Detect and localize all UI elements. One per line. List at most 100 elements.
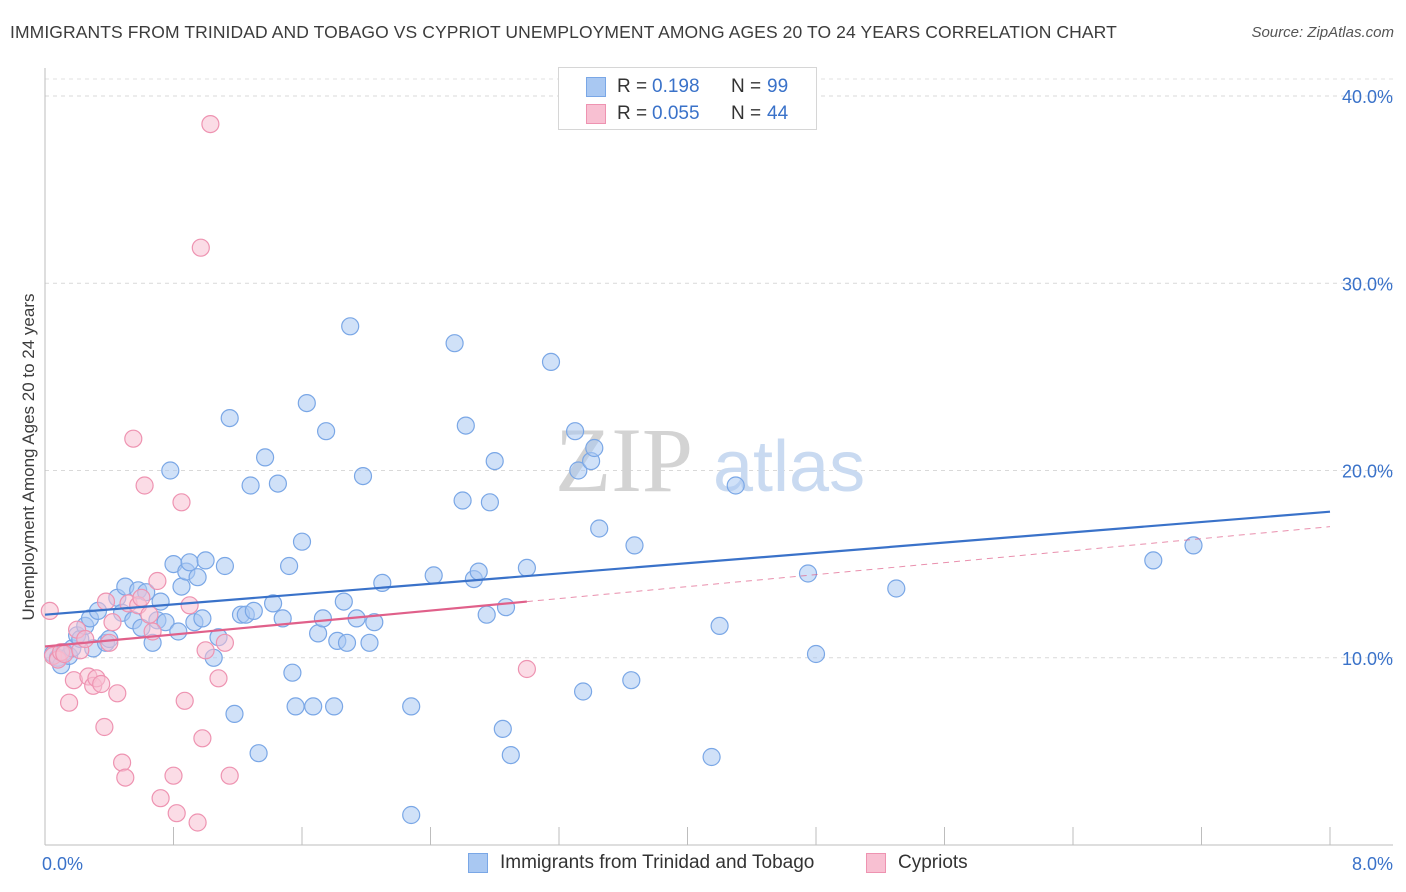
- data-point-trinidad: [169, 622, 188, 641]
- data-point-trinidad: [573, 682, 593, 701]
- n-value: 44: [767, 103, 789, 124]
- legend-swatch-trinidad: [586, 77, 606, 97]
- data-point-trinidad: [480, 493, 499, 512]
- data-point-cypriots: [55, 644, 74, 664]
- x-tick-label: 8.0%: [1352, 854, 1393, 874]
- data-point-cypriots: [180, 596, 199, 615]
- data-point-trinidad: [1184, 536, 1203, 555]
- data-point-trinidad: [220, 409, 239, 428]
- data-point-cypriots: [172, 493, 191, 512]
- data-point-trinidad: [283, 663, 302, 682]
- data-point-trinidad: [353, 467, 373, 486]
- legend-row-cypriots: R = 0.055 N = 44: [559, 102, 816, 126]
- n-label: N =: [731, 103, 762, 124]
- data-point-trinidad: [887, 579, 906, 598]
- data-point-trinidad: [625, 536, 644, 555]
- data-point-trinidad: [496, 598, 516, 617]
- x-tick-label: 0.0%: [42, 854, 83, 874]
- data-point-cypriots: [76, 629, 95, 649]
- data-point-trinidad: [517, 558, 537, 578]
- data-point-trinidad: [334, 592, 353, 611]
- data-point-cypriots: [40, 601, 59, 621]
- data-point-cypriots: [209, 669, 228, 688]
- data-point-trinidad: [337, 633, 357, 652]
- data-point-trinidad: [304, 697, 323, 716]
- data-point-trinidad: [244, 601, 263, 621]
- data-point-trinidad: [286, 697, 305, 716]
- legend-swatch-trinidad: [468, 853, 488, 873]
- data-point-trinidad: [297, 394, 316, 413]
- data-point-cypriots: [116, 768, 135, 787]
- y-tick-label: 30.0%: [1342, 274, 1393, 294]
- r-label: R =: [617, 103, 648, 124]
- watermark-atlas: atlas: [713, 427, 865, 507]
- data-point-trinidad: [317, 422, 336, 441]
- data-point-trinidad: [196, 551, 215, 570]
- grid-lines: [45, 78, 1393, 659]
- data-point-trinidad: [313, 609, 332, 628]
- data-point-trinidad: [424, 566, 443, 585]
- data-point-trinidad: [256, 448, 275, 467]
- data-point-cypriots: [95, 717, 114, 737]
- data-point-trinidad: [590, 519, 609, 538]
- axes: [44, 68, 1393, 846]
- watermark: ZIP atlas: [555, 409, 865, 511]
- data-point-cypriots: [196, 641, 215, 660]
- data-point-trinidad: [215, 556, 234, 576]
- data-point-cypriots: [103, 613, 122, 632]
- data-point-cypriots: [151, 789, 170, 808]
- data-point-trinidad: [309, 624, 328, 643]
- data-point-trinidad: [280, 556, 299, 576]
- data-point-trinidad: [172, 577, 191, 596]
- data-point-trinidad: [264, 594, 283, 613]
- data-point-trinidad: [445, 334, 464, 353]
- tick-labels: 10.0% 20.0% 30.0% 40.0% 0.0% 8.0%: [42, 87, 1393, 874]
- data-point-trinidad: [325, 697, 344, 716]
- data-point-trinidad: [365, 613, 384, 632]
- data-point-cypriots: [108, 684, 127, 703]
- data-point-cypriots: [188, 813, 207, 832]
- data-point-trinidad: [456, 416, 475, 435]
- data-point-trinidad: [273, 609, 292, 628]
- data-point-cypriots: [201, 114, 220, 134]
- legend-swatch-cypriots: [866, 853, 886, 873]
- data-point-trinidad: [501, 745, 520, 765]
- data-point-trinidad: [806, 644, 826, 664]
- data-point-cypriots: [140, 605, 159, 624]
- trend-lines: [44, 510, 1331, 648]
- legend-row-trinidad: R = 0.198 N = 99: [559, 75, 816, 99]
- trendline-cypriots: [44, 600, 527, 648]
- trendline-cypriots-extension: [526, 526, 1331, 603]
- data-point-trinidad: [156, 613, 175, 632]
- data-point-trinidad: [565, 422, 585, 441]
- y-tick-label: 20.0%: [1342, 462, 1393, 482]
- data-point-trinidad: [569, 461, 588, 480]
- data-point-trinidad: [493, 719, 512, 739]
- data-point-trinidad: [726, 476, 745, 495]
- data-point-cypriots: [167, 804, 186, 823]
- data-point-cypriots: [191, 238, 210, 257]
- data-point-trinidad: [477, 605, 496, 624]
- data-point-cypriots: [135, 476, 154, 495]
- data-point-trinidad: [402, 805, 421, 825]
- y-tick-label: 40.0%: [1342, 87, 1393, 107]
- data-point-trinidad: [225, 704, 244, 724]
- data-point-trinidad: [702, 747, 721, 767]
- data-point-trinidad: [541, 352, 561, 371]
- r-label: R =: [617, 76, 648, 97]
- data-point-trinidad: [268, 474, 287, 493]
- data-point-cypriots: [148, 571, 167, 591]
- data-point-trinidad: [180, 553, 199, 572]
- data-point-trinidad: [622, 671, 641, 690]
- data-point-trinidad: [360, 633, 379, 652]
- r-value: 0.055: [652, 103, 700, 124]
- data-point-trinidad: [341, 317, 360, 336]
- correlation-legend: R = 0.198 N = 99 R = 0.055 N = 44: [558, 67, 817, 130]
- data-point-cypriots: [59, 693, 79, 712]
- data-point-trinidad: [710, 616, 729, 636]
- y-tick-label: 10.0%: [1342, 649, 1393, 669]
- data-point-cypriots: [193, 729, 212, 748]
- data-points: [40, 114, 1203, 832]
- data-point-trinidad: [1144, 551, 1163, 570]
